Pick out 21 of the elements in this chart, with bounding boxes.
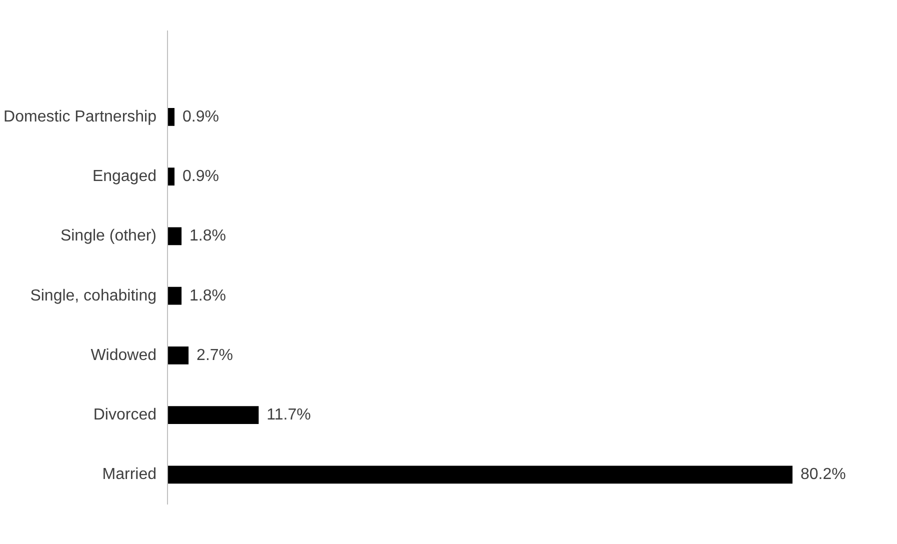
bar xyxy=(168,406,259,424)
bar xyxy=(168,346,189,364)
bar xyxy=(168,168,175,186)
data-label: 11.7% xyxy=(266,406,311,424)
data-label: 0.9% xyxy=(182,168,219,186)
bar xyxy=(168,466,792,484)
y-tick-label: Widowed xyxy=(90,346,157,364)
data-label: 0.9% xyxy=(182,108,219,126)
data-label: 2.7% xyxy=(196,346,234,364)
data-label: 80.2% xyxy=(800,466,846,484)
bar xyxy=(168,108,175,126)
y-tick-label: Divorced xyxy=(93,406,157,424)
y-tick-label: Married xyxy=(102,466,156,484)
y-tick-label: Single (other) xyxy=(60,228,156,245)
bar xyxy=(168,286,182,305)
data-label: 1.8% xyxy=(190,228,226,245)
data-label: 1.8% xyxy=(190,287,226,304)
bar xyxy=(168,227,182,246)
y-tick-label: Engaged xyxy=(92,168,156,186)
y-tick-label: Single, cohabiting xyxy=(30,287,156,304)
y-tick-label: Domestic Partnership xyxy=(4,108,157,126)
